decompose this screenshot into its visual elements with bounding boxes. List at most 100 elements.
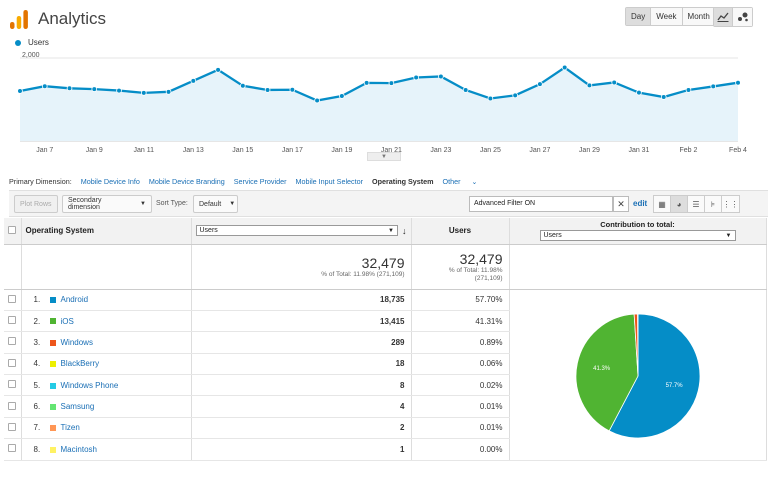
line-chart-button[interactable] [714, 8, 733, 26]
period-week-button[interactable]: Week [651, 8, 683, 25]
row-checkbox-cell [4, 374, 22, 397]
data-point [17, 88, 23, 94]
select-all-cell [4, 218, 22, 245]
data-point [264, 87, 271, 93]
row-checkbox[interactable] [8, 401, 17, 410]
dimension-service-provider[interactable]: Service Provider [233, 177, 287, 186]
pie-slice [608, 313, 700, 438]
row-checkbox[interactable] [8, 444, 17, 453]
table-view-selector: ▦ ◕ ☰ ⊧ ⋮⋮ [653, 195, 740, 213]
motion-chart-button[interactable] [733, 8, 752, 26]
sort-type-value: Default [199, 200, 222, 208]
os-name-link[interactable]: Samsung [60, 402, 95, 412]
plot-rows-button[interactable]: Plot Rows [14, 195, 58, 213]
col-header-users[interactable]: Users [411, 218, 510, 245]
collapse-chart-handle[interactable]: ▼ [367, 152, 401, 161]
users-percent: 57.70% [411, 289, 510, 311]
row-checkbox-cell [4, 438, 22, 461]
pivot-view-icon[interactable]: ⋮⋮ [722, 196, 739, 212]
series-swatch-icon [49, 446, 56, 453]
data-point [339, 93, 345, 99]
data-point [190, 78, 197, 84]
users-value: 289 [191, 331, 412, 354]
users-series-line [19, 66, 739, 102]
sort-arrow-down-icon[interactable]: ↓ [402, 225, 407, 236]
row-index: 4. [33, 359, 41, 369]
row-checkbox[interactable] [8, 294, 17, 303]
data-point [388, 80, 395, 86]
data-point [314, 97, 320, 104]
users-area [20, 67, 738, 141]
advanced-filter-input[interactable]: Advanced Filter ON [469, 196, 613, 212]
x-tick-label: Jan 15 [232, 147, 253, 154]
os-name-link[interactable]: iOS [60, 316, 74, 326]
sort-type-select[interactable]: Default ▼ [193, 195, 238, 213]
users-percent: 0.06% [411, 353, 510, 376]
edit-filter-link[interactable]: edit [633, 199, 648, 208]
contribution-select[interactable]: Users ▼ [539, 230, 736, 242]
total-value: 32,479 [361, 254, 405, 271]
series-swatch-icon [49, 297, 56, 304]
os-name-link[interactable]: Tizen [60, 423, 80, 433]
data-point [537, 81, 543, 87]
os-name-link[interactable]: Windows Phone [60, 380, 119, 390]
row-checkbox[interactable] [8, 316, 17, 325]
data-point [611, 79, 618, 86]
data-table-view-grid-icon[interactable]: ▦ [654, 196, 671, 212]
data-point [710, 83, 717, 90]
comparison-view-icon[interactable]: ⊧ [705, 196, 722, 212]
row-checkbox-cell [4, 331, 22, 354]
row-checkbox[interactable] [8, 422, 17, 431]
os-cell: 6. Samsung [21, 395, 192, 418]
total-sub: % of Total: 11.98% (271,109) [321, 270, 405, 278]
period-month-button[interactable]: Month [687, 12, 710, 21]
chart-type-selector [713, 7, 753, 27]
users-legend-dot-icon [15, 39, 21, 46]
metric-select-value: Users [199, 227, 218, 235]
users-value: 18 [191, 353, 412, 376]
row-checkbox-cell [4, 353, 22, 376]
x-tick-label: Jan 17 [282, 147, 303, 154]
row-index: 6. [33, 402, 41, 412]
os-name-link[interactable]: BlackBerry [60, 359, 100, 369]
table-row: 8. Macintosh 1 0.00% [4, 438, 766, 461]
os-cell: 1. Android [21, 289, 192, 311]
os-name-link[interactable]: Windows [60, 337, 93, 347]
users-value: 1 [191, 438, 412, 461]
table-toolbar: Plot Rows Secondary dimension ▼ Sort Typ… [9, 190, 768, 217]
x-tick-label: Jan 7 [36, 147, 53, 154]
dimension-other-dropdown[interactable]: Other ⌄ [443, 177, 487, 186]
clear-filter-close-icon[interactable]: ✕ [613, 196, 629, 212]
table-header-row: Operating System Users ▼ ↓ Users Contrib… [4, 218, 767, 245]
caret-down-icon: ▼ [229, 201, 236, 207]
series-swatch-icon [49, 382, 56, 389]
dimension-operating-system[interactable]: Operating System [372, 177, 434, 186]
os-name-link[interactable]: Android [60, 295, 89, 305]
table-row: 6. Samsung 4 0.01% [4, 395, 766, 418]
data-point [91, 86, 98, 92]
performance-view-bars-icon[interactable]: ☰ [688, 196, 705, 212]
os-cell: 4. BlackBerry [21, 353, 192, 376]
dimension-mobile-input-selector[interactable]: Mobile Input Selector [295, 177, 364, 186]
row-checkbox[interactable] [8, 337, 17, 346]
period-day-button[interactable]: Day [626, 8, 652, 25]
secondary-dimension-select[interactable]: Secondary dimension ▼ [62, 195, 152, 213]
users-value: 2 [191, 417, 412, 440]
caret-down-icon: ▼ [140, 201, 146, 207]
os-cell: 5. Windows Phone [21, 374, 192, 397]
dimension-mobile-device-branding[interactable]: Mobile Device Branding [148, 177, 225, 186]
percentage-view-pie-icon[interactable]: ◕ [671, 196, 688, 212]
select-all-checkbox[interactable] [8, 225, 17, 234]
row-checkbox[interactable] [8, 380, 17, 389]
x-tick-label: Jan 13 [183, 147, 204, 154]
os-name-link[interactable]: Macintosh [60, 444, 97, 454]
os-cell: 7. Tizen [21, 417, 192, 440]
metric-select[interactable]: Users ▼ [195, 225, 398, 237]
row-checkbox[interactable] [8, 358, 17, 367]
row-checkbox-cell [4, 395, 22, 418]
table-row: 5. Windows Phone 8 0.02% [4, 374, 766, 397]
col-header-operating-system[interactable]: Operating System [21, 218, 192, 245]
dimension-mobile-device-info[interactable]: Mobile Device Info [80, 177, 140, 186]
motion-chart-icon [737, 12, 748, 22]
